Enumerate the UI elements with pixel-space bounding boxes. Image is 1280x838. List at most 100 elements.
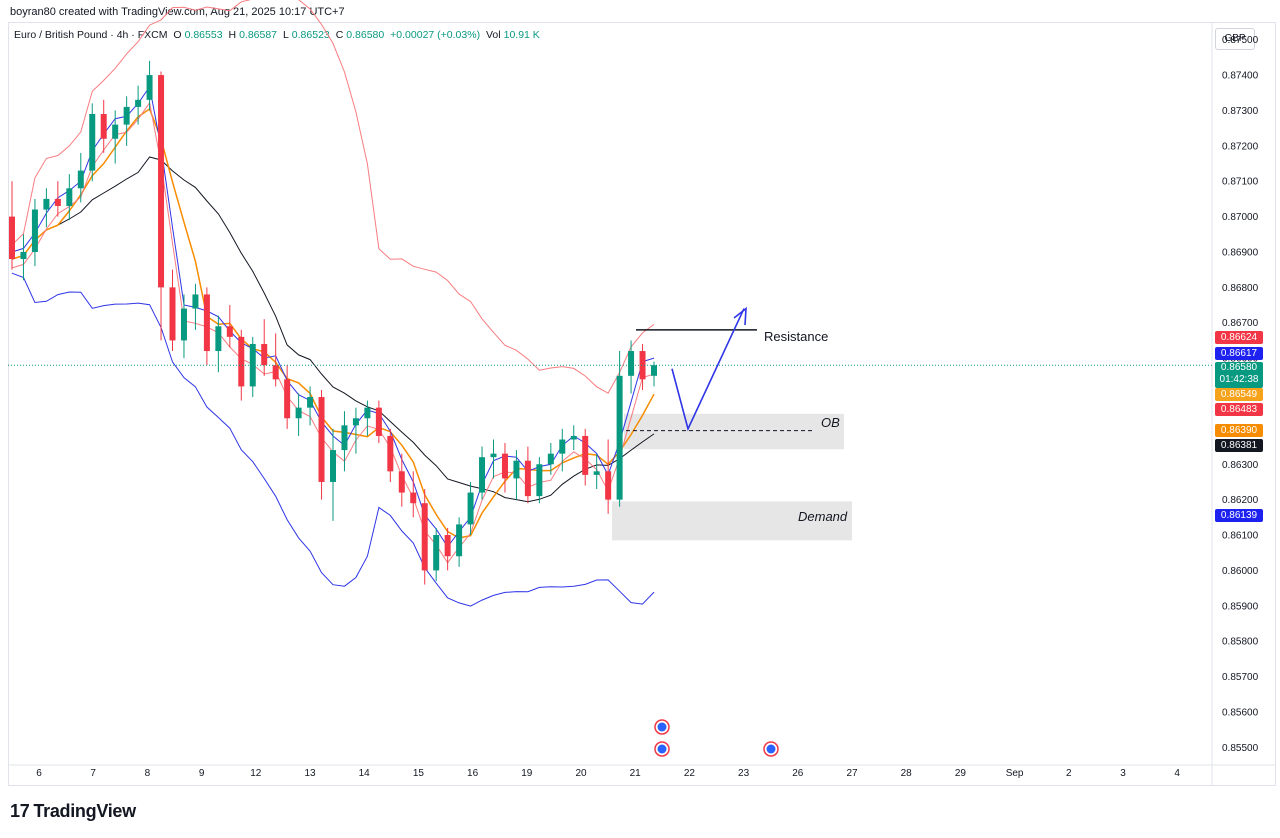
y-tick-label: 0.86200 [1222,495,1259,506]
x-tick-label: 12 [250,768,262,779]
candle-body [341,425,348,451]
candle-body [398,471,405,493]
candle-body [616,375,623,500]
symbol-legend[interactable]: Euro / British Pound · 4h · FXCM O 0.8655… [14,29,543,41]
candle-body [387,435,394,472]
y-tick-label: 0.85800 [1222,637,1259,648]
close-value: 0.86580 [346,29,385,41]
symbol-label[interactable]: Euro / British Pound · 4h · FXCM [14,29,168,41]
candle-body [89,113,96,171]
candle-body [352,418,359,426]
y-tick-label: 0.86000 [1222,566,1259,577]
candle-body [284,379,291,419]
candle-body [479,457,486,493]
price-tag: 0.86139 [1215,509,1263,522]
y-tick-label: 0.85500 [1222,743,1259,754]
candle-body [215,326,222,352]
candle-body [467,492,474,525]
x-tick-label: 14 [359,768,371,779]
price-tag-value: 0.86624 [1220,332,1258,343]
y-tick-label: 0.87100 [1222,177,1259,188]
lower-band-line [11,272,655,607]
candle-body [307,397,314,408]
open-value: 0.86553 [184,29,223,41]
price-tag: 0.86381 [1215,439,1263,452]
candle-body [375,407,382,436]
change-value: +0.00027 (+0.03%) [390,29,481,41]
candle-body [593,471,600,475]
candle-body [112,124,119,139]
candle-body [524,460,531,497]
candle-body [421,503,428,571]
high-value: 0.86587 [239,29,278,41]
candle-body [238,336,245,387]
candle-body [501,453,508,479]
x-tick-label: 9 [199,768,205,779]
chart-frame [8,22,1276,786]
candle-body [9,216,15,260]
currency-button[interactable]: GBP [1215,28,1255,50]
candle-body [272,365,279,380]
ob-zone [624,413,844,450]
y-tick-label: 0.86700 [1222,318,1259,329]
open-label: O [173,29,182,41]
y-tick-label: 0.86800 [1222,283,1259,294]
low-value: 0.86523 [291,29,330,41]
candle-body [169,287,176,341]
upper-band-line [11,0,655,394]
x-tick-label: 4 [1174,768,1180,779]
candle-body [226,326,233,337]
tradingview-logo[interactable]: 17 TradingView [10,801,136,821]
x-tick-label: 2 [1066,768,1072,779]
candle-body [20,251,27,260]
x-tick-label: 27 [846,768,858,779]
y-tick-label: 0.86100 [1222,531,1259,542]
candle-body [490,453,497,458]
candle-body [513,460,520,479]
candle-body [43,198,50,210]
candle-body [77,170,84,189]
low-label: L [282,29,289,41]
x-tick-label: 16 [467,768,479,779]
price-tag: 0.86549 [1215,388,1263,401]
candle-body [100,113,107,139]
x-tick-label: 20 [575,768,587,779]
ob-label: OB [821,415,840,430]
candle-body [651,365,657,376]
x-tick-label: Sep [1006,768,1024,779]
price-tag-value: 0.86580 [1220,362,1258,373]
price-tag-value: 0.86617 [1220,348,1258,359]
candle-body [444,535,451,557]
candle-body [295,407,302,419]
candle-body [456,524,463,557]
event-marker-flag [657,722,667,732]
candle-body [433,535,440,571]
price-tag: 0.86580 01:42:38 [1215,362,1263,388]
y-tick-label: 0.85600 [1222,707,1259,718]
candle-body [582,435,589,475]
projection-arrow [671,308,745,432]
price-tag-value: 0.86390 [1220,425,1258,436]
candle-body [180,308,187,341]
candle-body [639,351,646,380]
x-tick-label: 22 [684,768,696,779]
price-tag-value: 0.86139 [1220,510,1258,521]
tradingview-logo-icon: 17 [10,801,30,821]
y-tick-label: 0.87500 [1222,35,1259,46]
candle-body [203,294,210,352]
x-tick-label: 26 [792,768,804,779]
x-tick-label: 15 [413,768,425,779]
price-tag: 0.86617 [1215,347,1263,360]
candle-body [146,75,153,100]
x-tick-label: 6 [36,768,42,779]
resistance-label: Resistance [764,329,829,344]
y-tick-label: 0.87400 [1222,71,1259,82]
demand-zone [612,501,852,541]
price-tag: 0.86390 [1215,424,1263,437]
y-tick-label: 0.85700 [1222,672,1259,683]
y-tick-label: 0.85900 [1222,601,1259,612]
candle-body [249,343,256,387]
x-tick-label: 29 [955,768,967,779]
demand-label: Demand [798,509,848,524]
